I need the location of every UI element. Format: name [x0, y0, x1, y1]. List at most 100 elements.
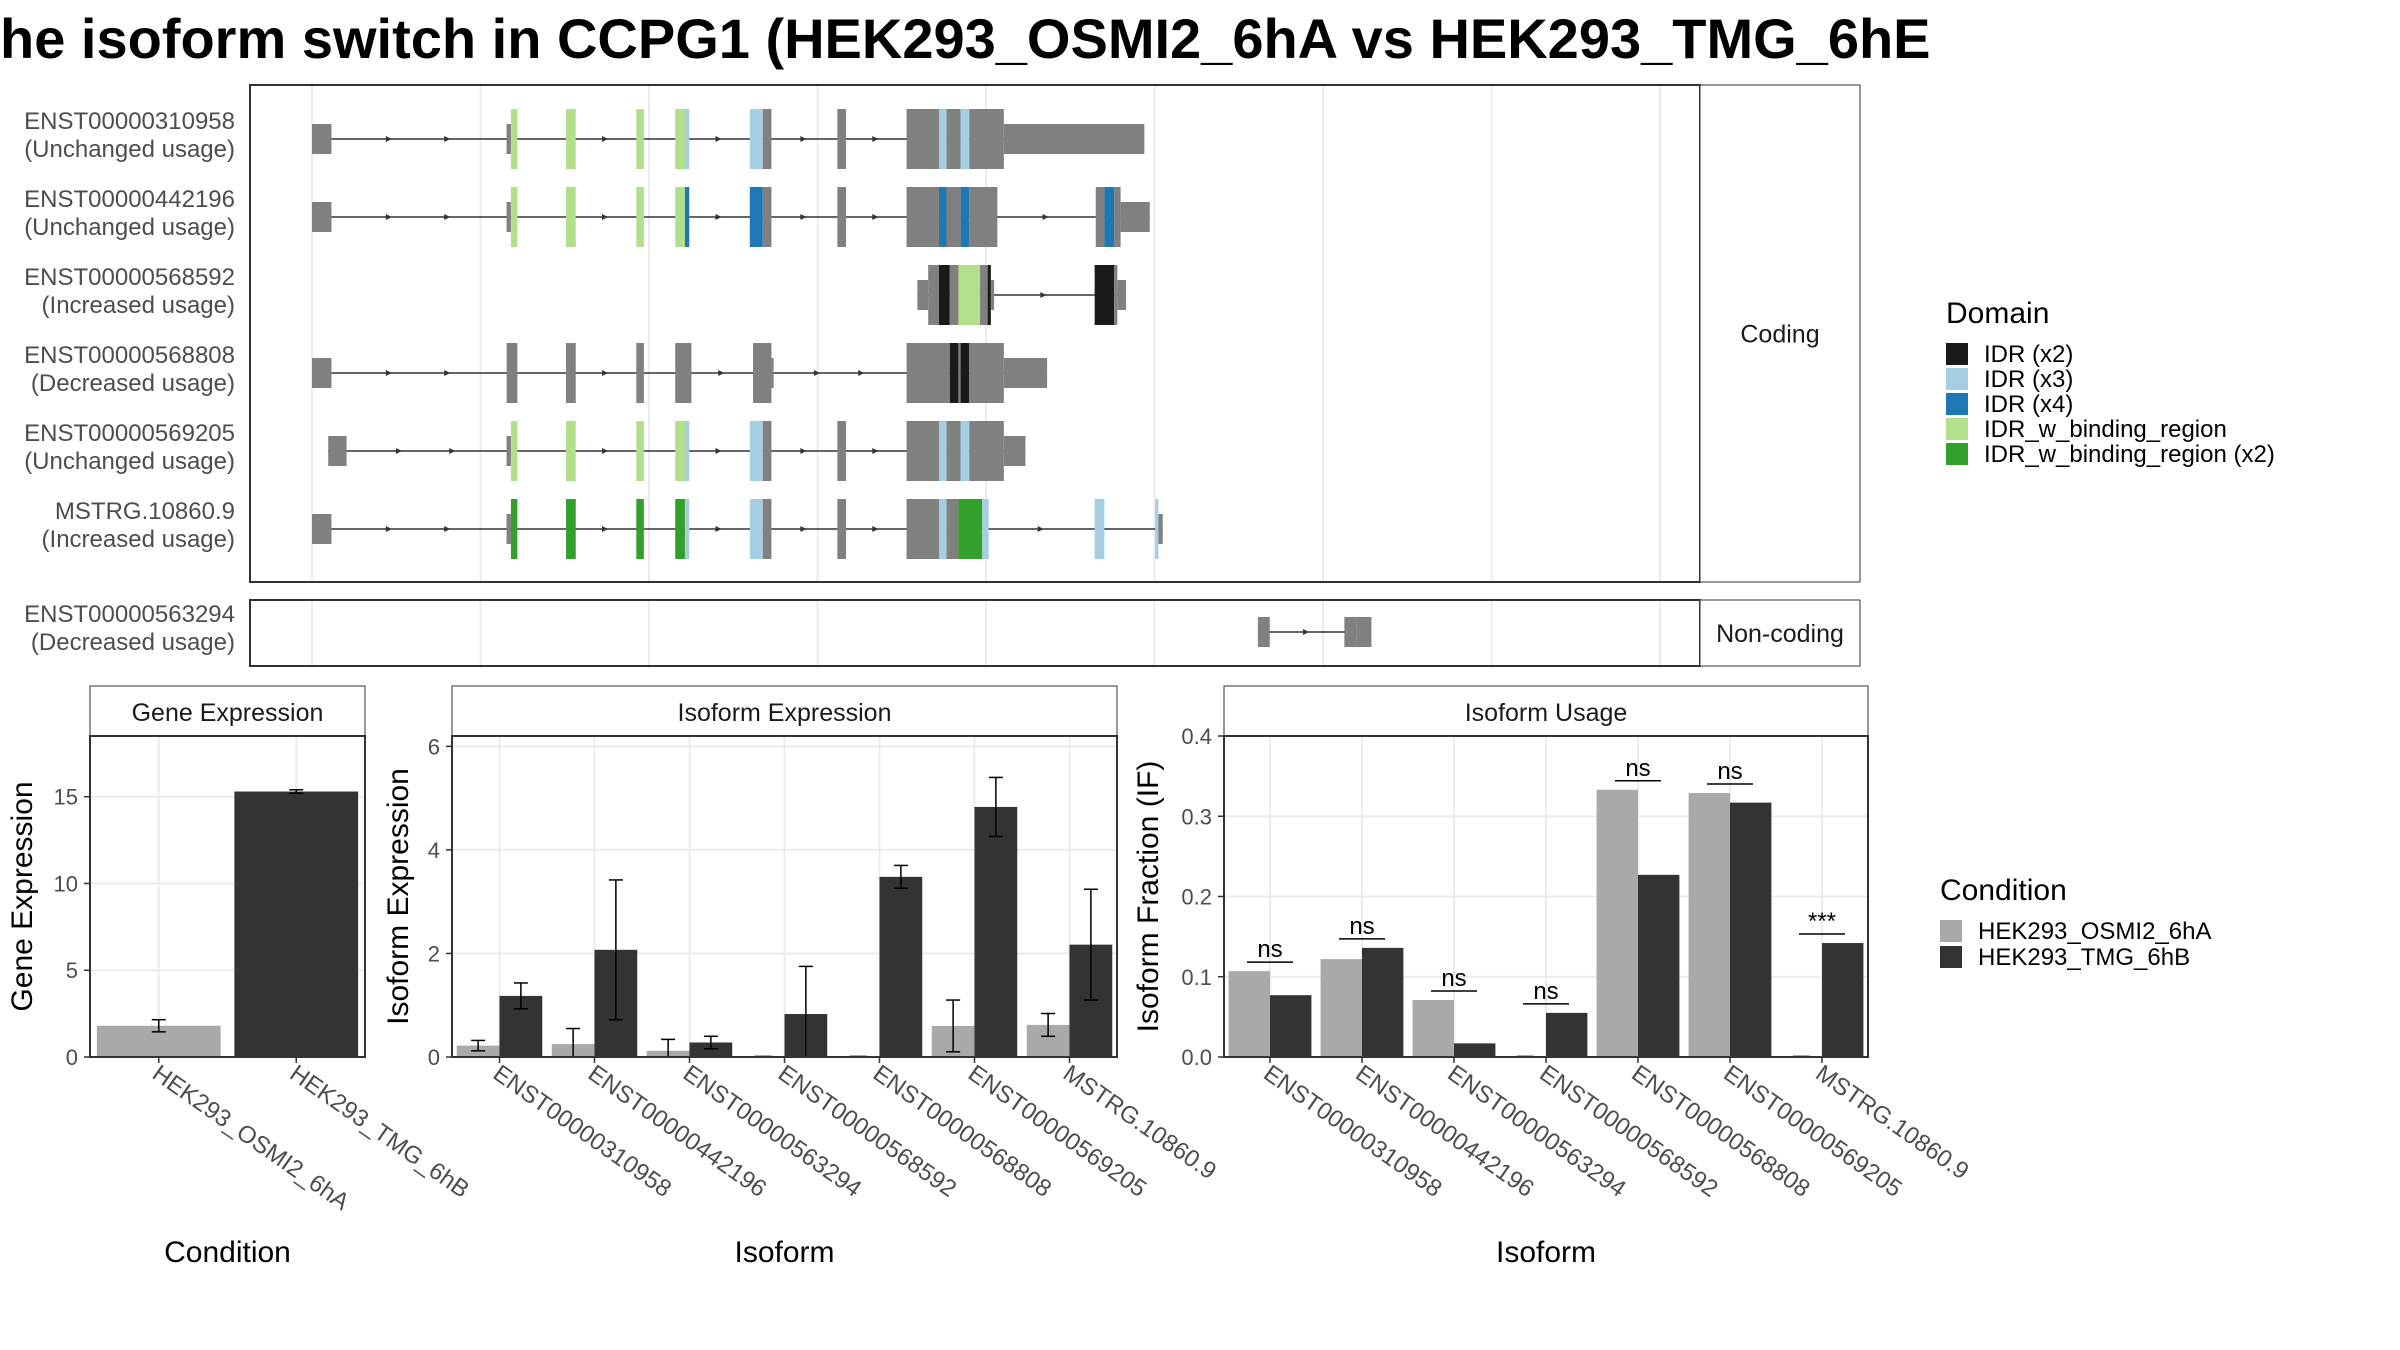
facet-strip-label: Non-coding — [1716, 620, 1844, 648]
exon-block — [960, 343, 970, 403]
exon-block — [566, 421, 576, 481]
significance-label: *** — [1808, 908, 1836, 935]
x-axis-title: Isoform — [734, 1236, 834, 1269]
significance-label: ns — [1349, 913, 1374, 940]
exon-block — [636, 343, 644, 403]
intron-arrow — [1040, 292, 1047, 298]
bar — [1362, 947, 1404, 1057]
transcript-row: ENST00000563294(Decreased usage) — [24, 601, 1372, 656]
legend-label: HEK293_TMG_6hB — [1978, 944, 2190, 971]
intron-arrow — [385, 136, 392, 142]
exon-block — [946, 187, 961, 247]
x-axis-title: Isoform — [1496, 1236, 1596, 1269]
intron-arrow — [872, 136, 879, 142]
exon-block — [980, 265, 988, 325]
exon-block — [312, 202, 332, 232]
intron-arrow — [858, 370, 865, 376]
legend-label: IDR_w_binding_region — [1984, 416, 2227, 443]
y-tick-label: 0 — [66, 1045, 78, 1070]
y-tick-label: 0.4 — [1181, 724, 1212, 749]
intron-arrow — [715, 136, 722, 142]
intron-arrow — [385, 526, 392, 532]
legend-label: IDR (x2) — [1984, 341, 2073, 368]
exon-block — [312, 514, 332, 544]
transcript-row: ENST00000568808(Decreased usage) — [24, 342, 1048, 403]
intron-arrow — [800, 136, 807, 142]
exon-block — [1003, 436, 1026, 466]
exon-block — [312, 124, 332, 154]
legend-swatch — [1946, 418, 1968, 440]
x-tick-label: ENST00000569205 — [963, 1060, 1151, 1203]
exon-block — [684, 499, 690, 559]
exon-block — [969, 187, 998, 247]
intron-arrow — [1042, 214, 1049, 220]
exon-block — [960, 109, 970, 169]
x-tick-label: ENST00000568592 — [773, 1060, 961, 1203]
chart-title-strip — [89, 685, 366, 737]
intron-arrow — [715, 448, 722, 454]
structure-facet-panel — [249, 599, 1701, 667]
chart-title: Isoform Expression — [678, 699, 892, 727]
transcript-usage-label: (Increased usage) — [42, 292, 235, 319]
exon-block — [960, 187, 970, 247]
bar — [879, 876, 923, 1057]
exon-block — [969, 421, 1004, 481]
exon-block — [1003, 358, 1048, 388]
bar — [1320, 959, 1362, 1057]
bar — [1270, 995, 1312, 1057]
exon-block — [675, 499, 685, 559]
y-tick-label: 0 — [428, 1045, 440, 1070]
exon-block — [969, 343, 1004, 403]
x-tick-label: ENST00000442196 — [583, 1060, 771, 1203]
intron-arrow — [602, 370, 609, 376]
exon-block — [749, 187, 763, 247]
figure-title: he isoform switch in CCPG1 (HEK293_OSMI2… — [0, 7, 1931, 70]
bar — [1228, 971, 1270, 1057]
transcript-id-label: ENST00000569205 — [24, 420, 235, 447]
exon-block — [938, 109, 947, 169]
y-tick-label: 15 — [54, 785, 78, 810]
x-tick-label: ENST00000568808 — [868, 1060, 1056, 1203]
bar — [1688, 792, 1730, 1057]
transcript-id-label: MSTRG.10860.9 — [55, 498, 235, 525]
intron-arrow — [872, 214, 879, 220]
intron-arrow — [718, 370, 725, 376]
exon-block — [506, 514, 511, 544]
chart-title-strip — [1223, 685, 1869, 737]
intron-arrow — [602, 136, 609, 142]
legend-swatch — [1940, 946, 1962, 968]
legend-label: IDR_w_binding_region (x2) — [1984, 441, 2275, 468]
intron-arrow — [444, 526, 451, 532]
bar — [689, 1042, 733, 1057]
intron-arrow — [444, 136, 451, 142]
legend-label: IDR (x3) — [1984, 366, 2073, 393]
exon-block — [510, 421, 518, 481]
exon-block — [958, 343, 961, 403]
chart-title-strip — [451, 685, 1118, 737]
exon-block — [675, 343, 692, 403]
intron-arrow — [800, 448, 807, 454]
exon-block — [1095, 187, 1105, 247]
y-tick-label: 10 — [54, 871, 78, 896]
x-tick-label: MSTRG.10860.9 — [1811, 1060, 1974, 1185]
exon-block — [771, 358, 774, 388]
exon-block — [906, 187, 939, 247]
exon-block — [675, 421, 685, 481]
x-tick-label: ENST00000310958 — [488, 1060, 676, 1203]
y-tick-label: 0.2 — [1181, 885, 1212, 910]
chart-panel: Isoform Expression0246ENST00000310958ENS… — [382, 685, 1221, 1269]
transcript-usage-label: (Increased usage) — [42, 526, 235, 553]
legend-label: IDR (x4) — [1984, 391, 2073, 418]
exon-block — [510, 109, 518, 169]
transcript-usage-label: (Decreased usage) — [31, 370, 235, 397]
legend-swatch — [1946, 443, 1968, 465]
exon-block — [636, 109, 644, 169]
expression-charts: Gene Expression051015HEK293_OSMI2_6hAHEK… — [6, 685, 1974, 1269]
exon-block — [1003, 124, 1145, 154]
transcript-id-label: ENST00000442196 — [24, 186, 235, 213]
bar — [1546, 1012, 1588, 1057]
transcript-usage-label: (Unchanged usage) — [24, 136, 235, 163]
structure-facet-strip — [1699, 84, 1861, 583]
exon-block — [938, 187, 947, 247]
